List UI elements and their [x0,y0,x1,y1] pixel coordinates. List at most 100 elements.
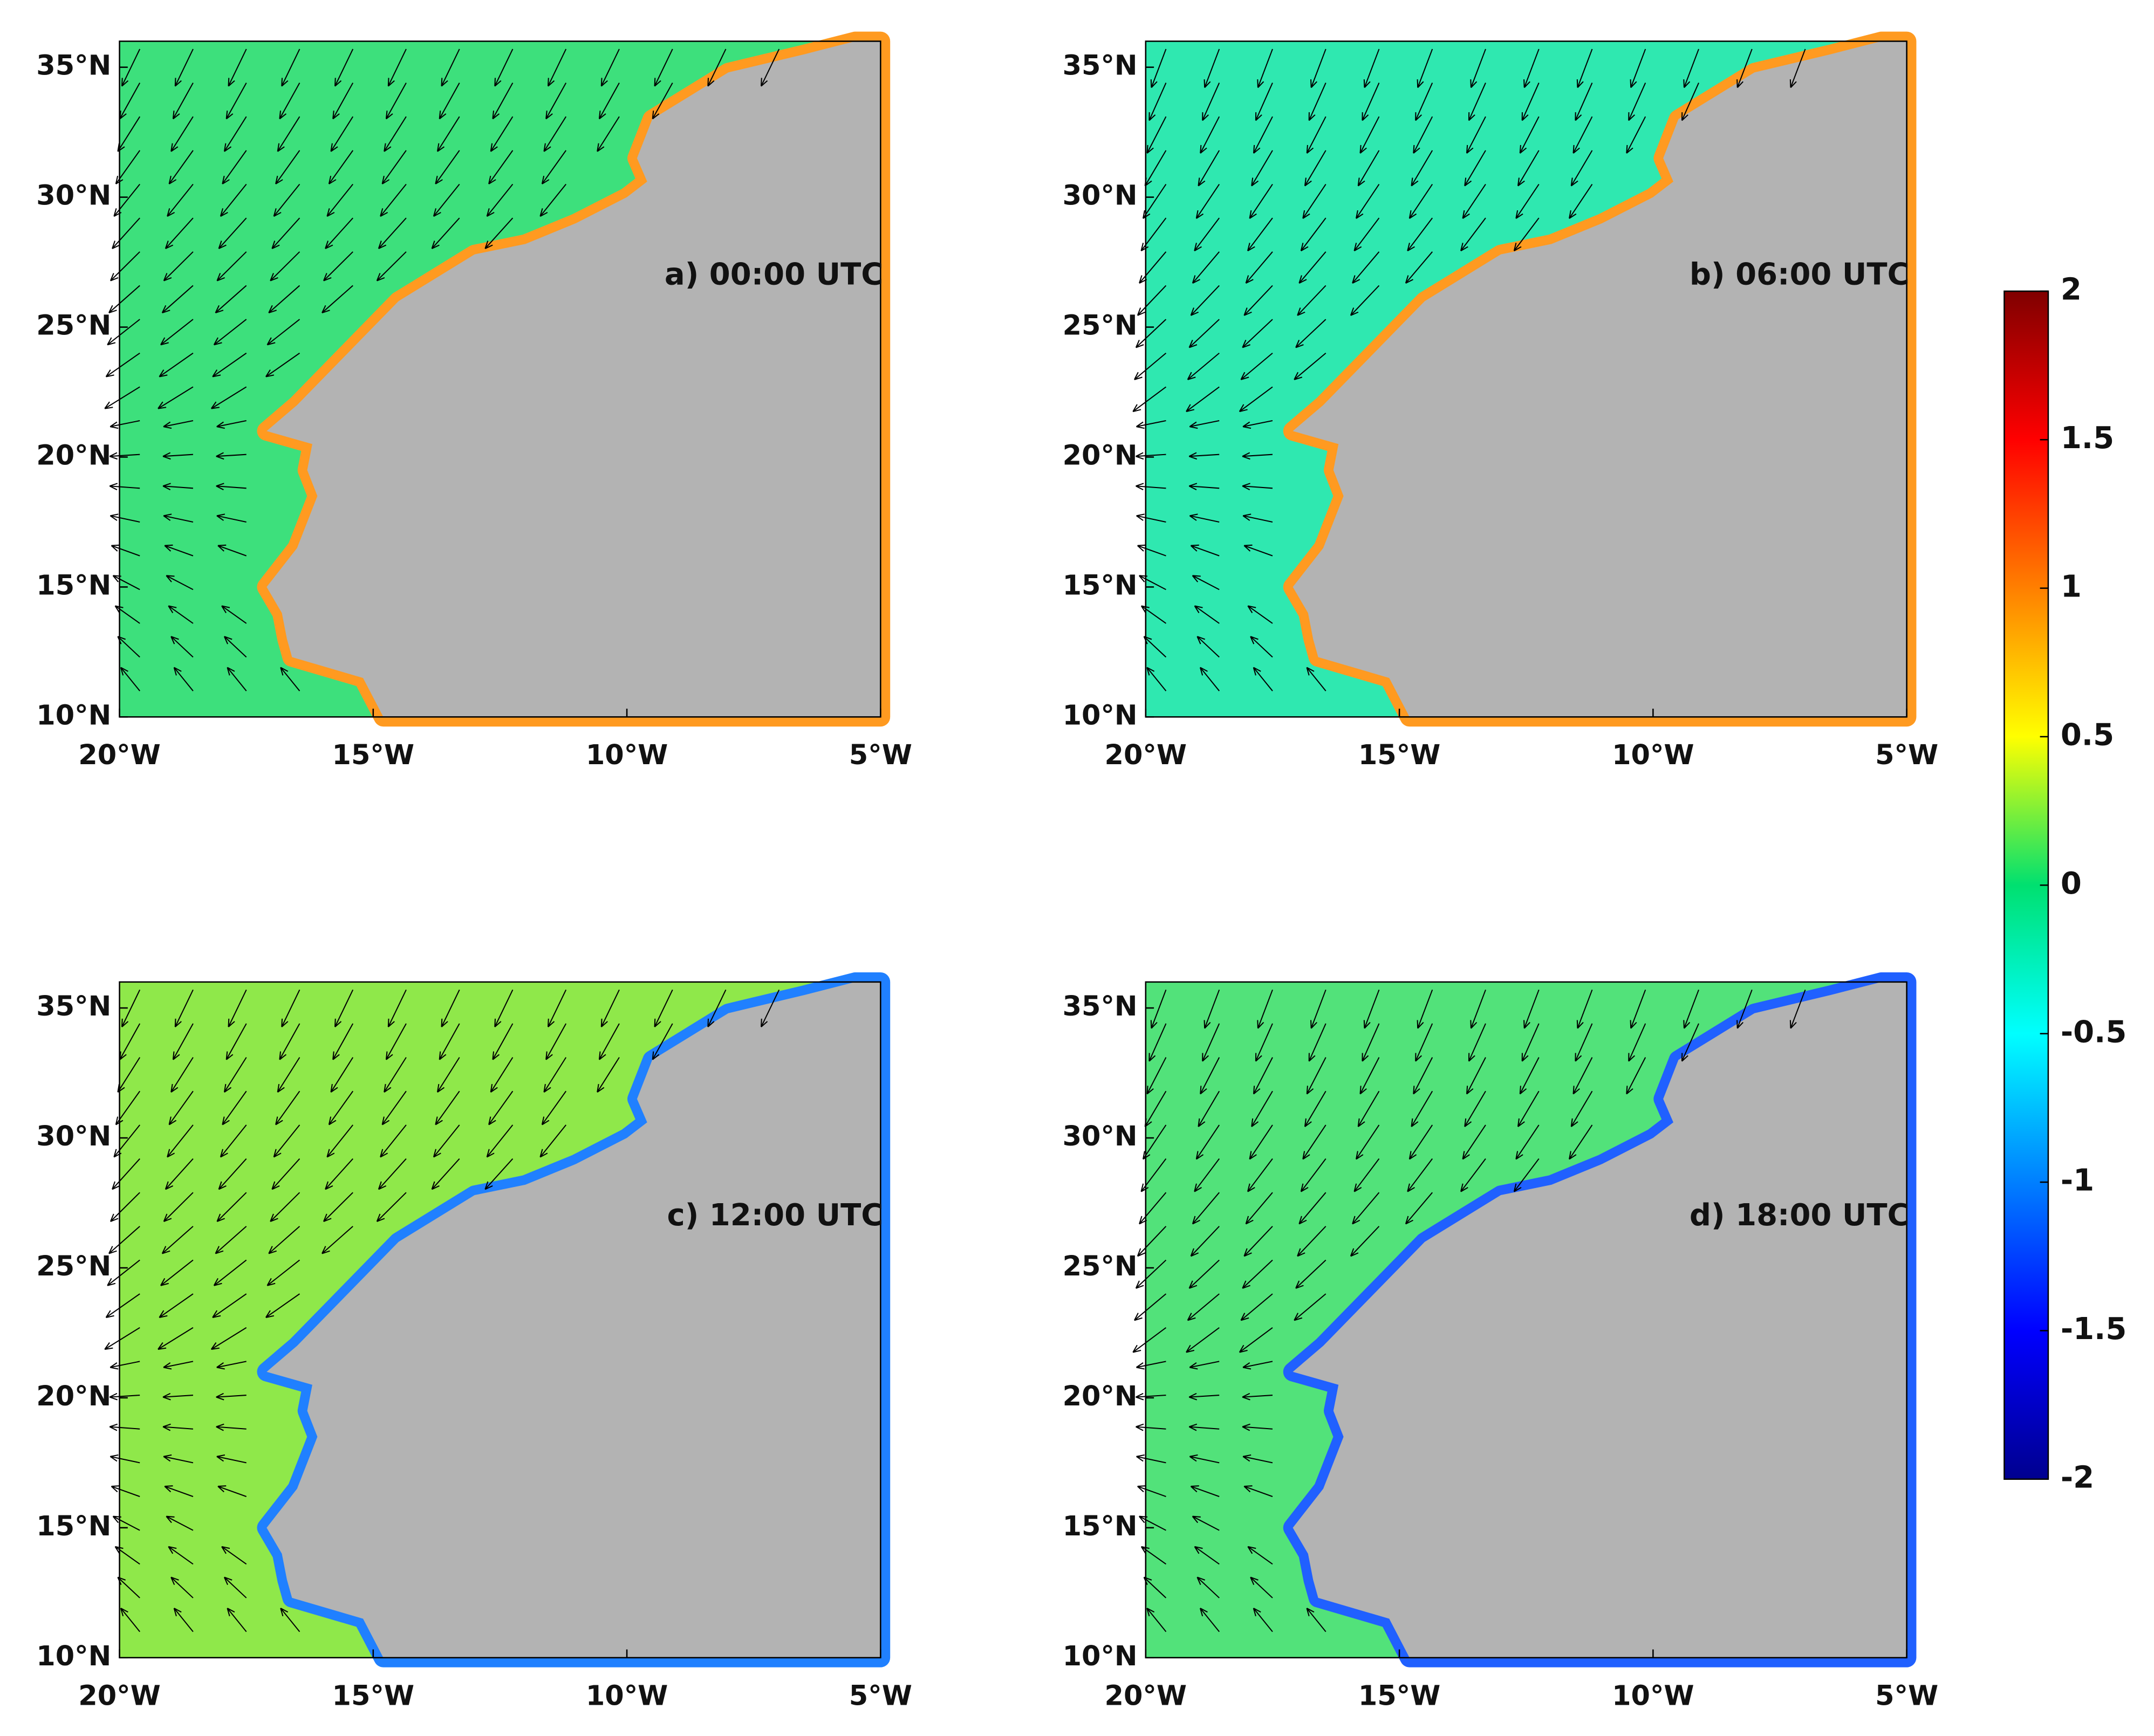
wind-arrow [218,1158,247,1190]
arrow-head [1242,456,1250,460]
arrow-head [109,1423,118,1428]
arrow-head [433,211,441,217]
arrow-head [215,1250,224,1254]
arrow-head [1190,1248,1194,1257]
arrow-head [1513,243,1517,251]
arrow-head [210,1342,217,1350]
wind-arrow [384,116,407,152]
arrow-head [1189,344,1198,348]
arrow-head [1242,1392,1250,1398]
arrow-head [1359,147,1367,154]
wind-arrow [1350,285,1380,316]
arrow-head [111,545,118,552]
arrow-head [384,146,392,152]
wind-arrow [110,454,140,457]
wind-arrow [110,251,140,282]
arrow-head [1521,114,1529,121]
arrow-head [1136,1396,1144,1401]
arrow-head [378,244,387,249]
arrow-head [1790,81,1797,88]
arrow-head [492,111,495,119]
wind-arrow [1300,217,1326,251]
wind-arrow [1470,49,1486,88]
arrow-head [1248,605,1256,608]
wind-arrow [165,1158,194,1190]
arrow-head [110,1367,119,1370]
arrow-head [484,244,493,249]
arrow-head [1247,1187,1255,1192]
wind-arrow [1413,116,1433,154]
wind-arrow [1362,83,1380,121]
wind-arrow [170,1057,194,1093]
wind-arrow [113,183,140,217]
arrow-head [1136,513,1145,517]
arrow-head [277,146,285,152]
arrow-head [1468,114,1475,121]
arrow-head [1409,1154,1417,1160]
arrow-head [163,515,171,521]
arrow-head [1148,114,1156,121]
arrow-head [221,1546,227,1554]
arrow-head [600,78,603,86]
arrow-head [1251,180,1259,187]
wind-arrow [761,989,780,1027]
arrow-head [384,1087,392,1093]
arrow-head [1247,1183,1250,1192]
arrow-head [548,78,549,86]
wind-arrow [1353,217,1380,251]
wind-arrow [228,989,247,1027]
arrow-head [1626,1086,1628,1094]
arrow-head [1304,1118,1307,1127]
arrow-head [1195,210,1199,219]
arrow-head [174,78,176,86]
arrow-head [215,310,224,314]
y-tick-label: 20°N [1063,440,1138,471]
arrow-head [431,1181,435,1190]
wind-arrow [1570,150,1593,187]
arrow-head [1515,1154,1523,1160]
arrow-head [1681,1055,1688,1062]
arrow-head [1460,1187,1468,1192]
wind-arrow [216,1361,247,1368]
wind-arrow [599,83,620,119]
arrow-head [548,80,555,87]
wind-arrow [112,1158,140,1190]
wind-arrow [1569,183,1593,219]
arrow-head [1137,311,1146,316]
wind-arrow [164,545,194,557]
wind-arrow [1137,545,1166,557]
arrow-head [1575,1055,1582,1062]
wind-arrow [1143,183,1167,219]
arrow-head [121,80,129,87]
arrow-head [277,1083,280,1093]
arrow-head [543,1087,551,1093]
wind-arrow [1251,150,1273,187]
arrow-head [113,208,117,217]
arrow-head [1350,311,1359,316]
arrow-head [545,1051,548,1060]
arrow-head [439,111,441,119]
arrow-head [1250,636,1255,644]
arrow-head [163,1454,172,1457]
arrow-head [1242,1285,1250,1289]
arrow-head [271,1185,280,1190]
land [1293,982,1907,1658]
wind-arrow [1626,1057,1646,1094]
arrow-head [1242,1362,1250,1368]
arrow-head [1136,344,1144,348]
wind-arrow [1466,1057,1486,1094]
arrow-head [1136,1362,1144,1368]
wind-arrow [1195,183,1220,219]
wind-arrow [1148,83,1167,121]
wind-arrow [1790,49,1806,88]
wind-arrow [1196,636,1220,658]
arrow-head [228,1021,235,1027]
wind-arrow [1192,575,1220,591]
arrow-head [492,113,500,120]
arrow-head [334,1018,336,1027]
arrow-head [433,1149,437,1157]
wind-arrow [266,1259,300,1286]
arrow-head [159,374,168,378]
arrow-head [265,1310,271,1318]
arrow-head [437,146,445,152]
